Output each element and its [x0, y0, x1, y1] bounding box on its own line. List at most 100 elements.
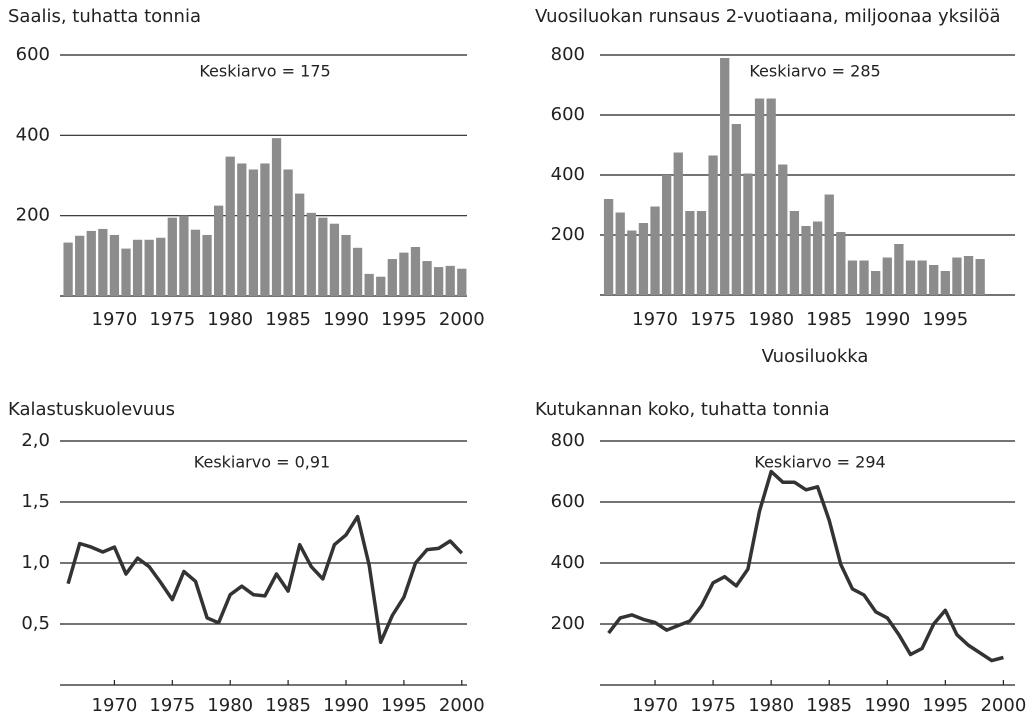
x-tick-label: 1975 — [690, 309, 736, 330]
x-tick-label: 1975 — [149, 309, 195, 330]
annotation: Keskiarvo = 0,91 — [194, 453, 330, 472]
x-tick-label: 1980 — [748, 309, 794, 330]
x-tick-label: 2000 — [980, 695, 1026, 716]
x-tick-label: 2000 — [439, 695, 485, 716]
bar — [283, 169, 293, 296]
bar — [329, 223, 340, 296]
y-tick-label: 1,0 — [21, 552, 50, 573]
bar — [434, 267, 444, 296]
bar — [167, 217, 177, 296]
y-tick-label: 400 — [551, 164, 585, 185]
y-tick-label: 200 — [551, 224, 585, 245]
bar — [318, 217, 328, 296]
bar — [121, 248, 131, 296]
bar — [98, 228, 108, 296]
bar — [650, 206, 660, 295]
bar — [812, 221, 823, 295]
x-tick-label: 1980 — [207, 695, 253, 716]
bar — [720, 58, 730, 295]
bar — [894, 244, 904, 295]
bar — [295, 193, 305, 296]
annotation: Keskiarvo = 175 — [199, 62, 330, 81]
bar — [237, 163, 247, 296]
x-tick-label: 1990 — [323, 309, 369, 330]
bar — [836, 232, 846, 295]
x-tick-label: 1980 — [207, 309, 253, 330]
data-line — [66, 514, 464, 645]
annotation: Keskiarvo = 294 — [754, 453, 885, 472]
bar — [615, 212, 625, 295]
bar — [144, 239, 154, 296]
data-line — [607, 469, 1004, 663]
bar — [86, 230, 96, 296]
bar — [685, 211, 695, 295]
bar — [638, 223, 649, 295]
y-tick-label: 0,5 — [21, 613, 50, 634]
bar — [929, 265, 939, 295]
bar — [341, 234, 351, 296]
y-tick-label: 400 — [16, 124, 50, 145]
x-tick-label: 1985 — [806, 309, 852, 330]
bar — [824, 194, 834, 295]
bar — [731, 124, 741, 295]
bar — [190, 229, 201, 296]
bar — [132, 239, 143, 296]
bar — [225, 156, 235, 296]
x-tick-label: 1990 — [864, 309, 910, 330]
bar — [387, 259, 397, 296]
bar — [352, 247, 363, 296]
bar — [306, 212, 316, 296]
y-tick-label: 1,5 — [21, 491, 50, 512]
bar — [696, 211, 707, 295]
y-tick-label: 800 — [551, 44, 585, 65]
bar — [271, 138, 282, 296]
bar — [871, 271, 881, 295]
bar — [457, 268, 467, 296]
x-tick-label: 1970 — [92, 695, 138, 716]
bar — [743, 173, 753, 295]
y-tick-label: 2,0 — [21, 430, 50, 451]
bar — [975, 259, 985, 295]
bar — [364, 273, 374, 296]
bar — [422, 261, 432, 296]
y-tick-label: 600 — [551, 104, 585, 125]
y-tick-label: 600 — [16, 44, 50, 65]
x-tick-label: 1995 — [922, 309, 968, 330]
bar — [766, 98, 776, 295]
bar — [789, 211, 800, 295]
bar — [940, 271, 950, 295]
bar — [778, 164, 788, 295]
x-axis-label: Vuosiluokka — [762, 346, 869, 367]
x-tick-label: 1975 — [149, 695, 195, 716]
x-tick-label: 1980 — [748, 695, 794, 716]
bar — [882, 257, 892, 295]
bar — [248, 169, 258, 296]
y-tick-label: 200 — [551, 613, 585, 634]
bar — [214, 205, 224, 296]
bar — [376, 276, 386, 296]
x-tick-label: 1990 — [323, 695, 369, 716]
bar — [75, 235, 85, 296]
y-tick-label: 400 — [551, 552, 585, 573]
x-tick-label: 1985 — [265, 695, 311, 716]
x-tick-label: 1985 — [265, 309, 311, 330]
bar — [801, 226, 811, 295]
y-tick-label: 600 — [551, 491, 585, 512]
chart-title: Kalastuskuolevuus — [8, 399, 175, 420]
bar — [754, 98, 765, 295]
bar — [179, 215, 189, 296]
bar — [260, 163, 270, 296]
bar — [156, 237, 166, 296]
bar — [399, 252, 409, 296]
x-tick-label: 1970 — [632, 309, 678, 330]
bar — [63, 242, 73, 296]
x-tick-label: 1995 — [381, 309, 427, 330]
chart-title: Vuosiluokan runsaus 2-vuotiaana, miljoon… — [535, 6, 1001, 27]
bar — [410, 246, 421, 296]
bar — [673, 152, 683, 295]
bar — [917, 260, 927, 295]
x-tick-label: 1970 — [92, 309, 138, 330]
bar — [952, 257, 962, 295]
bar — [202, 234, 212, 296]
chart-title: Kutukannan koko, tuhatta tonnia — [535, 399, 830, 420]
